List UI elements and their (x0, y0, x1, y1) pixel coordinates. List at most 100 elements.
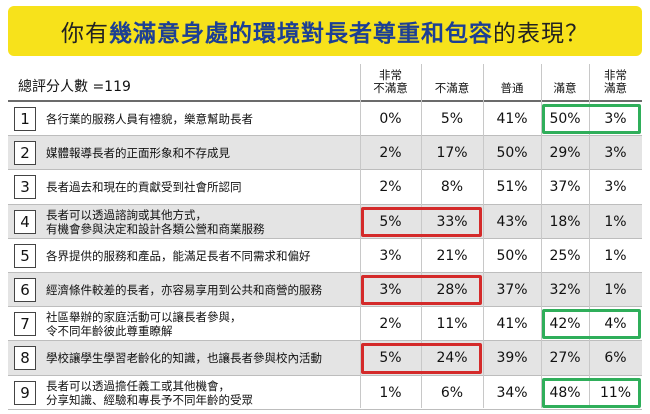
cell-value: 11% (599, 384, 632, 401)
cell-value: 50% (496, 247, 528, 264)
cell-value: 5% (379, 213, 402, 230)
chart-title: 你有 幾滿意身處的環境對長者尊重和包容 的表現？ (8, 6, 642, 56)
red-highlight-box (361, 343, 482, 374)
cell-value: 2% (379, 179, 402, 196)
table-row: 6 經濟條件較差的長者，亦容易享用到公共和商營的服務 3% 28% 37% 32% 1% (8, 273, 642, 308)
row-divider (8, 237, 642, 239)
row-number: 6 (14, 278, 36, 302)
cell-value: 6% (440, 384, 464, 401)
table-row: 2 媒體報導長者的正面形象和不存成見 2% 17% 50% 29% 3% (8, 136, 642, 171)
row-statement: 社區舉辦的家庭活動可以讓長者參與， 令不同年齡彼此尊重瞭解 (46, 310, 242, 339)
row-divider (8, 169, 642, 171)
cell-value: 50% (496, 145, 528, 162)
cell-value: 24% (436, 350, 468, 367)
cell-value: 29% (549, 145, 581, 162)
row-divider (8, 306, 642, 308)
column-divider (541, 64, 542, 408)
cell-value: 43% (496, 213, 528, 230)
row-statement: 各行業的服務人員有禮貌，樂意幫助長者 (46, 112, 253, 127)
row-divider (8, 340, 642, 342)
cell-value: 11% (436, 316, 468, 333)
row-statement: 長者可以透過擔任義工或其他機會， 分享知識、經驗和專長予不同年齡的受眾 (46, 378, 253, 407)
row-number: 7 (14, 312, 36, 337)
row-number: 4 (14, 209, 36, 234)
cell-value: 51% (496, 179, 528, 196)
table-header: 總評分人數 =119 非常 不滿意 不滿意 普通 滿意 非常 滿意 (8, 64, 642, 102)
cell-value: 1% (379, 384, 402, 401)
table-row: 1 各行業的服務人員有禮貌，樂意幫助長者 0% 5% 41% 50% 3% (8, 102, 642, 137)
table-row: 3 長者過去和現在的貢獻受到社會所認同 2% 8% 51% 37% 3% (8, 170, 642, 205)
cell-value: 2% (379, 316, 402, 333)
title-highlight: 幾滿意身處的環境對長者尊重和包容 (109, 21, 493, 47)
column-header-5: 非常 滿意 (589, 64, 642, 102)
row-divider (8, 135, 642, 137)
cell-value: 37% (549, 179, 581, 196)
title-post: 的表現？ (493, 21, 589, 47)
cell-value: 28% (436, 282, 468, 299)
cell-value: 6% (604, 350, 627, 367)
cell-value: 34% (496, 384, 528, 401)
row-statement: 經濟條件較差的長者，亦容易享用到公共和商營的服務 (46, 283, 322, 298)
green-highlight-box (542, 309, 641, 340)
row-number: 5 (14, 243, 36, 268)
cell-value: 5% (379, 350, 402, 367)
cell-value: 1% (604, 213, 627, 230)
row-number: 3 (14, 175, 36, 200)
green-highlight-box (542, 104, 641, 135)
cell-value: 3% (604, 179, 627, 196)
cell-value: 3% (379, 282, 402, 299)
column-divider (360, 64, 361, 408)
row-divider (8, 271, 642, 273)
row-statement: 長者過去和現在的貢獻受到社會所認同 (46, 180, 242, 195)
survey-table: 總評分人數 =119 非常 不滿意 不滿意 普通 滿意 非常 滿意 1 各行業的服務人員有… (8, 64, 642, 410)
cell-value: 18% (549, 213, 581, 230)
cell-value: 41% (496, 111, 528, 128)
row-statement: 學校讓學生學習老齡化的知識，也讓長者參與校內活動 (46, 351, 322, 366)
red-highlight-box (361, 275, 482, 306)
cell-value: 32% (549, 282, 581, 299)
table-row: 9 長者可以透過擔任義工或其他機會， 分享知識、經驗和專長予不同年齡的受眾 1% 6%… (8, 376, 642, 410)
cell-value: 37% (496, 282, 528, 299)
table-row: 8 學校讓學生學習老齡化的知識，也讓長者參與校內活動 5% 24% 39% 27% 6% (8, 341, 642, 376)
cell-value: 3% (379, 247, 402, 264)
column-header-1: 非常 不滿意 (360, 64, 421, 102)
column-header-2: 不滿意 (421, 64, 483, 102)
cell-value: 4% (604, 316, 627, 333)
cell-value: 41% (496, 316, 528, 333)
cell-value: 2% (379, 145, 402, 162)
row-divider (8, 374, 642, 376)
cell-value: 5% (440, 111, 464, 128)
column-header-4: 滿意 (541, 64, 589, 102)
row-divider (8, 203, 642, 205)
green-highlight-box (542, 377, 641, 408)
row-statement: 各界提供的服務和產品，能滿足長者不同需求和偏好 (46, 248, 311, 263)
row-number: 1 (14, 107, 36, 131)
cell-value: 27% (549, 350, 581, 367)
row-statement: 媒體報導長者的正面形象和不存成見 (46, 146, 230, 161)
cell-value: 1% (604, 247, 627, 264)
table-row: 4 長者可以透過諮詢或其他方式， 有機會參與決定和設計各類公營和商業服務 5% 33%… (8, 204, 642, 239)
cell-value: 39% (496, 350, 528, 367)
cell-value: 25% (549, 247, 581, 264)
cell-value: 33% (436, 213, 468, 230)
cell-value: 3% (604, 145, 627, 162)
column-divider (589, 64, 590, 408)
respondents-label: 總評分人數 =119 (8, 64, 360, 102)
cell-value: 1% (604, 282, 627, 299)
row-number: 9 (14, 380, 36, 405)
cell-value: 21% (436, 247, 468, 264)
row-divider (8, 408, 642, 410)
row-number: 2 (14, 141, 36, 166)
column-header-3: 普通 (483, 64, 541, 102)
cell-value: 48% (549, 384, 581, 401)
cell-value: 50% (549, 111, 581, 128)
red-highlight-box (361, 206, 482, 237)
cell-value: 3% (604, 111, 627, 128)
row-number: 8 (14, 346, 36, 371)
title-pre: 你有 (61, 21, 109, 47)
cell-value: 8% (440, 179, 464, 196)
row-statement: 長者可以透過諮詢或其他方式， 有機會參與決定和設計各類公營和商業服務 (46, 207, 265, 236)
cell-value: 42% (549, 316, 581, 333)
cell-value: 17% (436, 145, 468, 162)
cell-value: 0% (379, 111, 402, 128)
